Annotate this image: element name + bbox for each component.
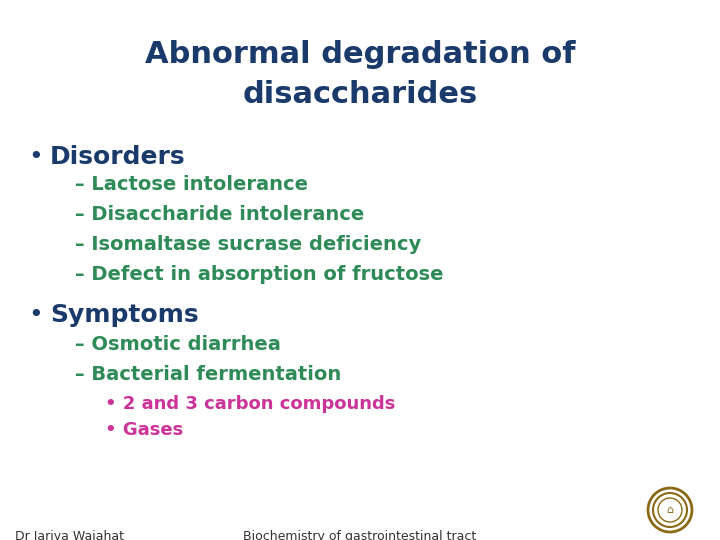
Text: – Isomaltase sucrase deficiency: – Isomaltase sucrase deficiency [75, 235, 421, 254]
Text: Abnormal degradation of: Abnormal degradation of [145, 40, 575, 69]
Text: – Lactose intolerance: – Lactose intolerance [75, 175, 308, 194]
Text: – Bacterial fermentation: – Bacterial fermentation [75, 365, 341, 384]
Text: • 2 and 3 carbon compounds: • 2 and 3 carbon compounds [105, 395, 395, 413]
Text: – Disaccharide intolerance: – Disaccharide intolerance [75, 205, 364, 224]
Text: – Defect in absorption of fructose: – Defect in absorption of fructose [75, 265, 444, 284]
Text: • Gases: • Gases [105, 421, 184, 439]
Text: ⌂: ⌂ [667, 505, 674, 515]
Text: •: • [28, 303, 42, 327]
Text: disaccharides: disaccharides [243, 80, 477, 109]
Text: Disorders: Disorders [50, 145, 186, 169]
Text: Dr Jariya Wajahat: Dr Jariya Wajahat [15, 530, 124, 540]
Text: – Osmotic diarrhea: – Osmotic diarrhea [75, 335, 281, 354]
Text: Symptoms: Symptoms [50, 303, 199, 327]
Text: Biochemistry of gastrointestinal tract: Biochemistry of gastrointestinal tract [243, 530, 477, 540]
Text: •: • [28, 145, 42, 169]
